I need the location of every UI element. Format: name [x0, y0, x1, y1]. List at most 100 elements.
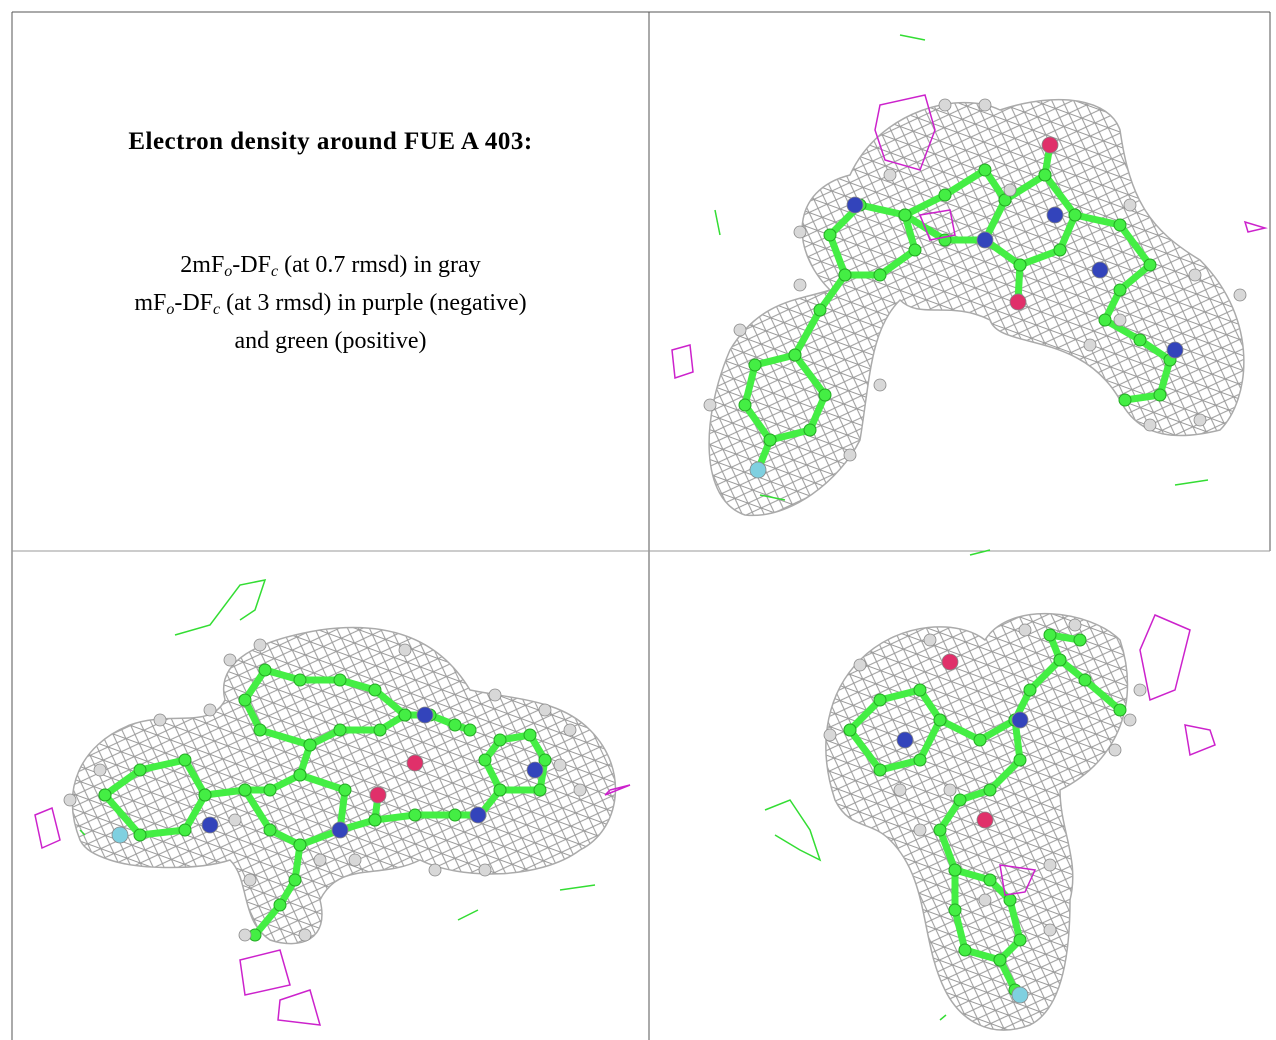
atom — [933, 713, 947, 727]
atom — [1023, 683, 1037, 697]
bond — [981, 171, 1079, 269]
atom — [1108, 743, 1122, 757]
atom — [493, 733, 507, 747]
atom — [1068, 208, 1082, 222]
atom — [263, 783, 277, 797]
atom — [733, 323, 747, 337]
subscript: o — [224, 263, 233, 280]
atom — [1123, 713, 1137, 727]
atom — [538, 703, 552, 717]
negative-density — [1139, 614, 1191, 702]
atom — [203, 703, 217, 717]
positive-density — [764, 799, 822, 862]
positive-density — [559, 884, 596, 891]
atom — [428, 863, 442, 877]
atom — [703, 398, 717, 412]
atom — [763, 433, 777, 447]
negative-density — [1184, 724, 1216, 757]
atom — [238, 928, 252, 942]
density-mesh — [708, 98, 1245, 517]
molecule-views — [34, 34, 1268, 1031]
atom — [1233, 288, 1247, 302]
atom — [943, 783, 957, 797]
atom — [993, 953, 1007, 967]
atom — [1011, 986, 1029, 1004]
text: -DF — [232, 252, 271, 278]
atom — [298, 928, 312, 942]
atom — [1003, 893, 1017, 907]
atom — [1053, 653, 1067, 667]
atom — [738, 398, 752, 412]
atom — [338, 783, 352, 797]
atom — [818, 388, 832, 402]
title: Electron density around FUE A 403: — [128, 128, 533, 155]
atom — [1003, 183, 1017, 197]
positive-density — [714, 209, 721, 236]
negative-density — [999, 864, 1037, 896]
atom — [793, 225, 807, 239]
atom — [1043, 858, 1057, 872]
atom — [293, 838, 307, 852]
atom — [523, 728, 537, 742]
atom — [273, 898, 287, 912]
atom — [111, 826, 129, 844]
atom — [838, 268, 852, 282]
atom — [1053, 243, 1067, 257]
atom — [369, 786, 387, 804]
atom — [533, 783, 547, 797]
atom — [1188, 268, 1202, 282]
subscript: c — [213, 301, 221, 318]
atom — [976, 811, 994, 829]
panel-borders — [11, 11, 1271, 1040]
atom — [803, 423, 817, 437]
atom — [463, 723, 477, 737]
negative-density — [671, 344, 694, 380]
atom — [263, 823, 277, 837]
text: (at 3 rmsd) in purple (negative) — [220, 290, 527, 316]
atom — [923, 633, 937, 647]
atom — [978, 163, 992, 177]
atom — [201, 816, 219, 834]
atom — [333, 673, 347, 687]
negative-density — [604, 784, 631, 796]
atom — [331, 821, 349, 839]
atom — [238, 693, 252, 707]
atom — [553, 758, 567, 772]
atom — [198, 788, 212, 802]
atom — [1143, 258, 1157, 272]
atom — [978, 98, 992, 112]
atom — [478, 863, 492, 877]
atom — [293, 673, 307, 687]
atom — [1043, 628, 1057, 642]
atom — [93, 763, 107, 777]
atom — [1009, 293, 1027, 311]
caption: 2mFo-DFc (at 0.7 rmsd) in gray mFo-DFc (a… — [12, 246, 649, 360]
atom — [1113, 283, 1127, 297]
atom — [313, 853, 327, 867]
atom — [958, 943, 972, 957]
negative-density — [277, 989, 322, 1026]
text: mF — [134, 290, 167, 316]
atom — [398, 643, 412, 657]
atom — [258, 663, 272, 677]
atom — [1113, 313, 1127, 327]
atom — [749, 461, 767, 479]
positive-density — [899, 34, 926, 41]
atom — [408, 808, 422, 822]
atom — [983, 873, 997, 887]
atom — [1113, 218, 1127, 232]
atom — [1041, 136, 1059, 154]
atom — [873, 693, 887, 707]
atom — [416, 706, 434, 724]
atom — [478, 753, 492, 767]
atom — [368, 813, 382, 827]
text: and green (positive) — [234, 328, 427, 354]
atom — [793, 278, 807, 292]
atom — [823, 728, 837, 742]
atom — [1091, 261, 1109, 279]
atom — [448, 718, 462, 732]
atom — [938, 98, 952, 112]
atom — [913, 753, 927, 767]
atom — [1011, 711, 1029, 729]
